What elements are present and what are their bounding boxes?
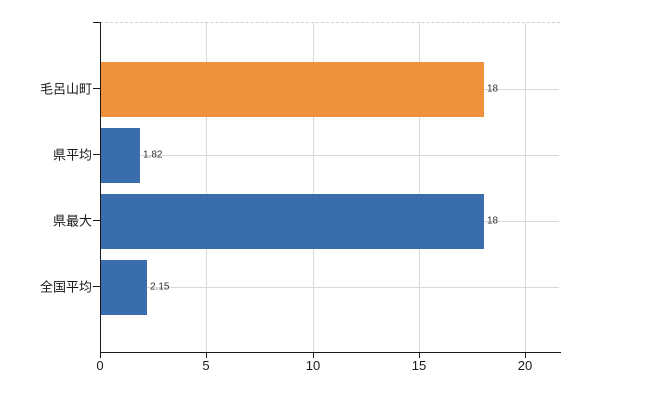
category-label-全国平均: 全国平均	[39, 279, 92, 295]
x-tick-20	[525, 352, 526, 358]
bar-value-label: 18	[487, 83, 499, 95]
y-tick-全国平均	[93, 286, 100, 287]
category-label-県最大: 県最大	[52, 213, 92, 229]
x-tick-label-5: 5	[202, 358, 210, 373]
gridline-x-15	[419, 23, 420, 352]
x-tick-10	[313, 352, 314, 358]
y-axis-line	[100, 22, 101, 352]
bar-県最大	[101, 193, 484, 249]
x-tick-label-20: 20	[517, 358, 533, 373]
bar-value-label: 2.15	[150, 281, 170, 293]
bar-value-label: 1.82	[143, 149, 163, 161]
x-tick-15	[419, 352, 420, 358]
bar-value-label: 18	[487, 215, 499, 227]
bar-毛呂山町	[101, 61, 484, 117]
gridline-x-20	[525, 23, 526, 352]
x-tick-label-0: 0	[96, 358, 104, 373]
row-gridline	[100, 287, 559, 288]
bar-全国平均	[101, 259, 147, 315]
row-gridline	[100, 155, 559, 156]
x-tick-0	[100, 352, 101, 358]
x-tick-label-10: 10	[305, 358, 321, 373]
gridline-x-5	[206, 23, 207, 352]
x-tick-label-15: 15	[411, 358, 427, 373]
category-label-県平均: 県平均	[52, 147, 92, 163]
y-tick-県最大	[93, 220, 100, 221]
x-axis-line	[100, 352, 561, 353]
bar-県平均	[101, 127, 140, 183]
y-axis-top-tick	[93, 22, 100, 23]
gridline-x-10	[313, 23, 314, 352]
category-label-毛呂山町: 毛呂山町	[39, 81, 92, 97]
y-tick-毛呂山町	[93, 88, 100, 89]
x-tick-5	[206, 352, 207, 358]
y-tick-県平均	[93, 154, 100, 155]
plot-area: 18 1.82 18 2.15	[100, 22, 560, 352]
